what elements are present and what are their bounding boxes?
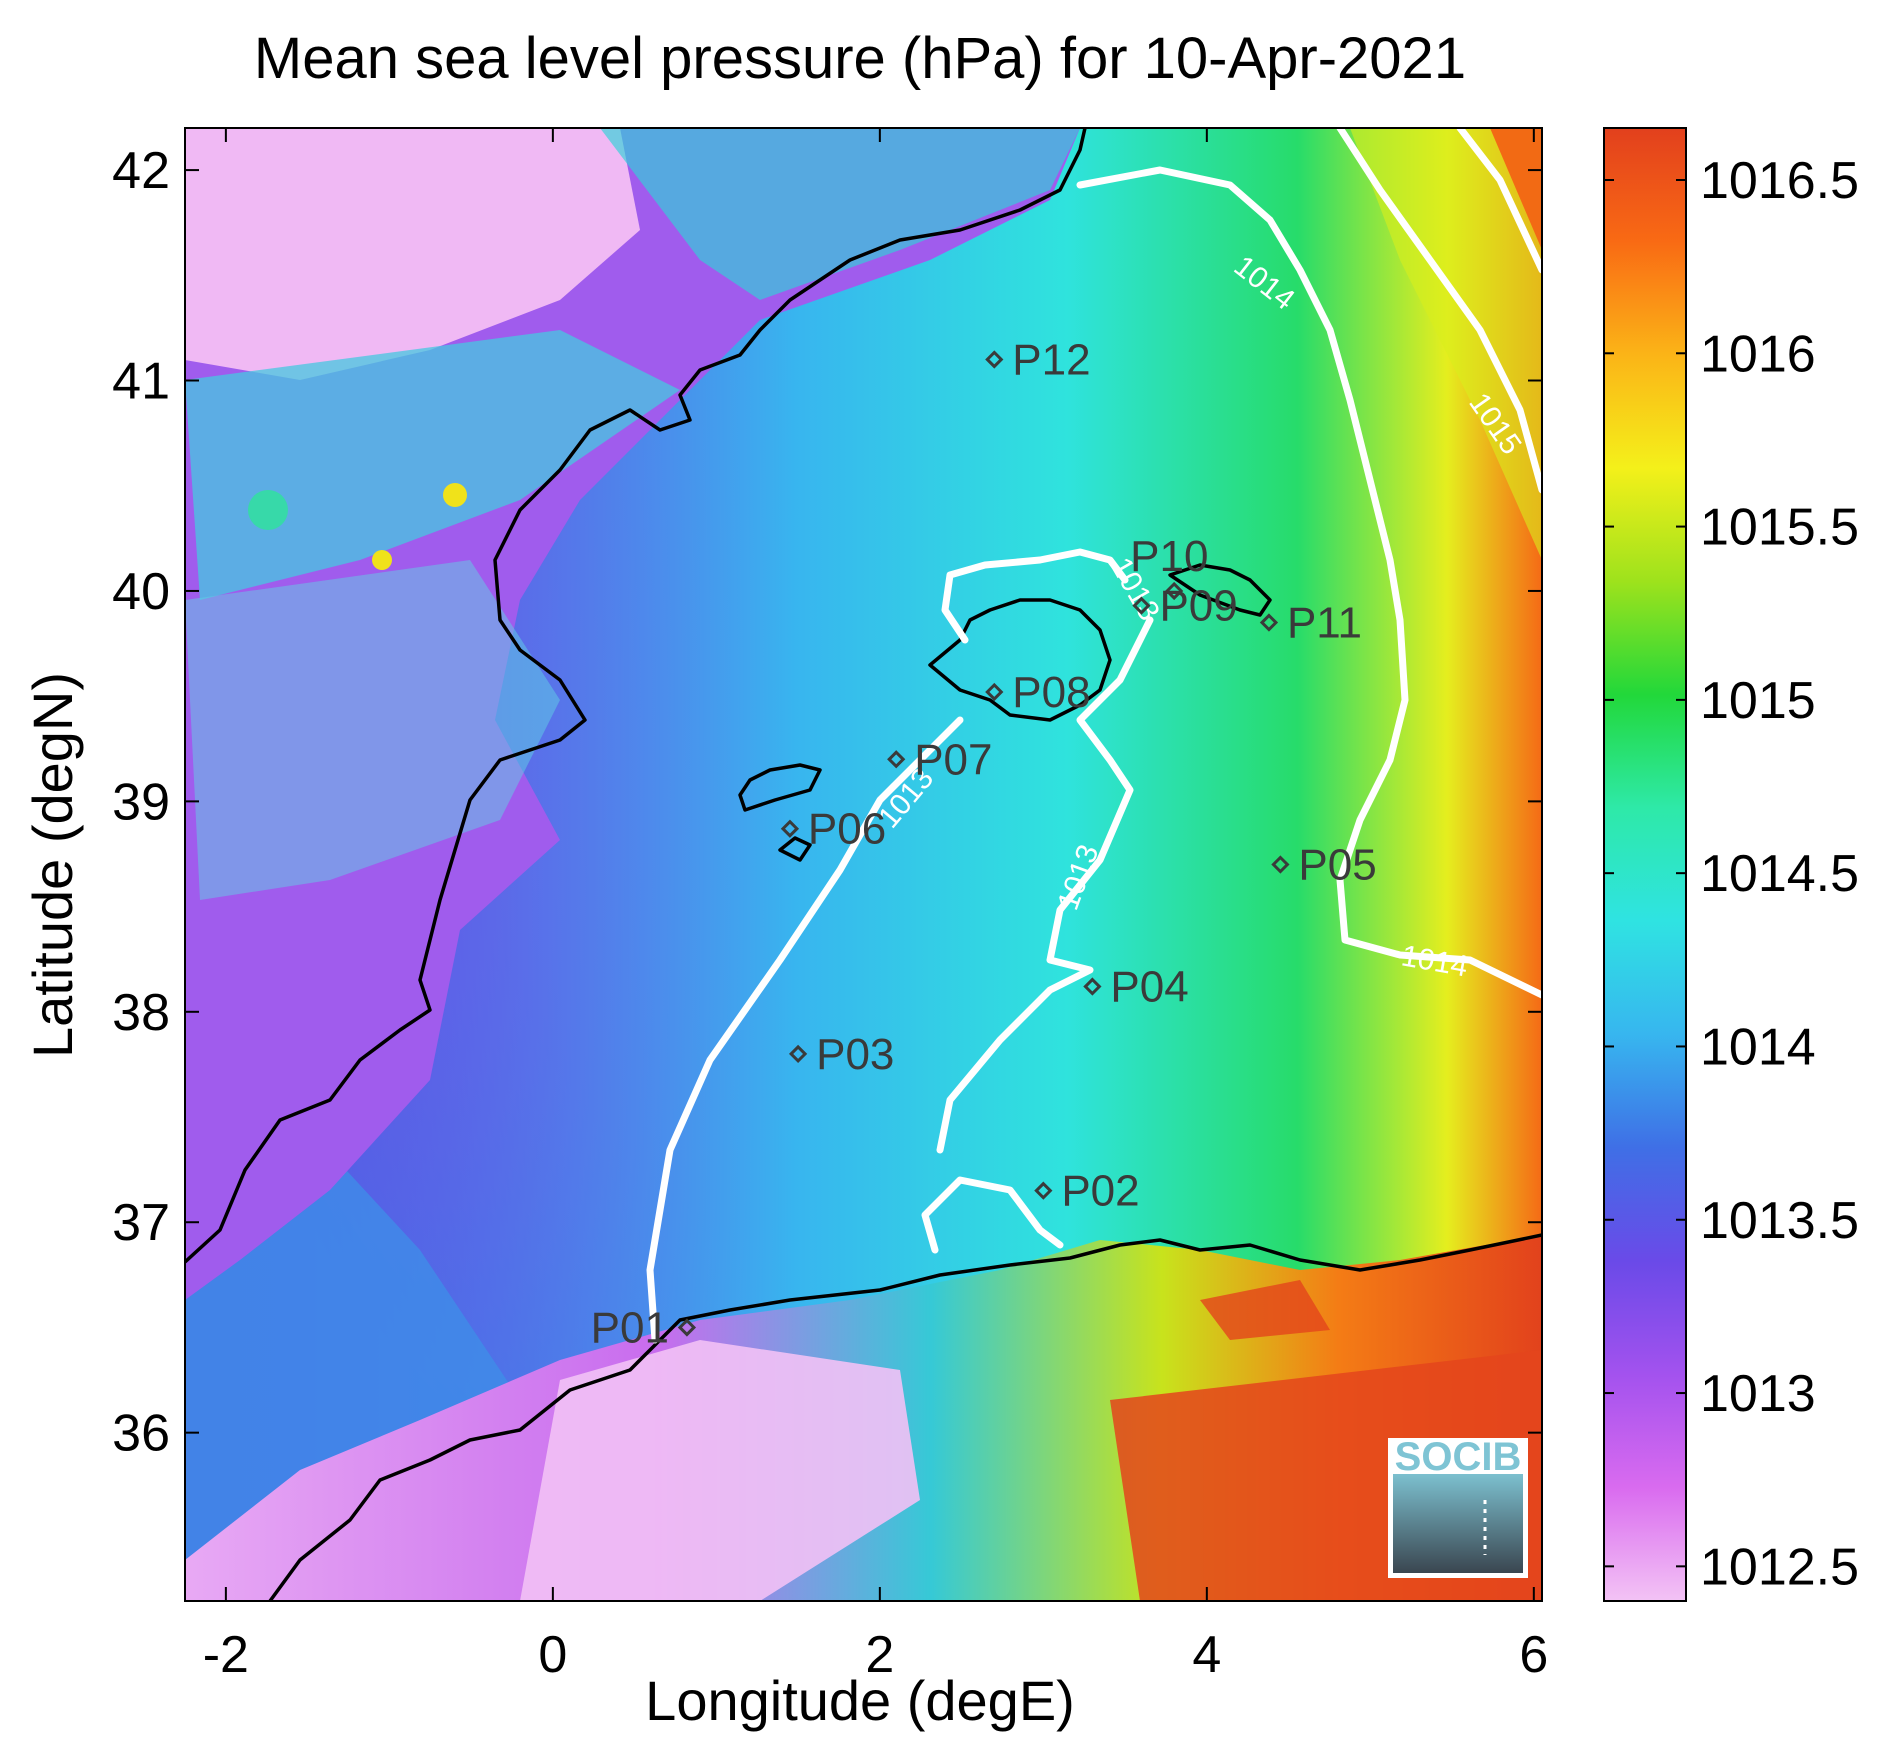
colorbar-tick-label: 1014 — [1700, 1018, 1816, 1076]
iberia-mountain-band — [185, 330, 680, 600]
africa-coastline — [268, 1233, 1542, 1601]
station-marker — [677, 1318, 697, 1337]
colorbar-tick-label: 1013.5 — [1700, 1192, 1859, 1250]
x-axis-label: Longitude (degE) — [645, 1669, 1075, 1732]
mallorca-coastline — [928, 598, 1112, 722]
station-marker — [1132, 596, 1151, 615]
iberia-coastline — [185, 128, 1087, 1264]
iberia-high-plateau — [185, 128, 640, 380]
y-tick-label: 42 — [112, 142, 170, 200]
formentera-coastline — [778, 836, 812, 862]
isobar-1013-east — [921, 616, 1154, 1254]
isobar-1015 — [1336, 128, 1542, 494]
y-axis-ticks: 36 37 38 39 40 41 42 — [112, 142, 1542, 1463]
colorbar-tick-label: 1016.5 — [1700, 152, 1859, 210]
station-marker — [788, 1044, 808, 1064]
station-label: P07 — [914, 735, 992, 784]
hotspot-1 — [443, 483, 467, 507]
hotspot-2 — [372, 550, 392, 570]
coastlines — [185, 128, 1542, 1601]
plot-frame — [184, 127, 1543, 1602]
station-marker — [1034, 1181, 1053, 1200]
northeast-peak — [1490, 128, 1542, 250]
station-marker — [1165, 581, 1184, 601]
y-tick-label: 40 — [112, 563, 170, 621]
colorbar-tick-label: 1012.5 — [1700, 1538, 1859, 1596]
x-tick-label: 0 — [538, 1626, 567, 1684]
x-axis-ticks: -2 0 2 4 6 — [203, 128, 1548, 1684]
y-tick-label: 41 — [112, 353, 170, 411]
northeast-high — [1350, 128, 1542, 560]
hotspot-3 — [248, 490, 288, 530]
isobar-1013-loop — [941, 548, 1129, 644]
socib-logo: SOCIB — [1388, 1435, 1528, 1578]
y-tick-label: 38 — [112, 984, 170, 1042]
station-label: P03 — [816, 1030, 894, 1079]
colorbar — [1604, 128, 1686, 1601]
colorbar-tick-label: 1015 — [1700, 672, 1816, 730]
isobar-1014-east — [1076, 166, 1542, 999]
station-marker — [780, 819, 800, 838]
colorbar-ticks: 1012.5 1013 1013.5 1014 1014.5 1015 1015.5 1016… — [1604, 152, 1859, 1596]
x-tick-label: 2 — [865, 1626, 894, 1684]
station-label: P02 — [1061, 1167, 1139, 1216]
logo-waves — [1393, 1474, 1523, 1573]
station-label: P01 — [591, 1303, 669, 1352]
x-tick-label: 6 — [1519, 1626, 1548, 1684]
chart-title: Mean sea level pressure (hPa) for 10-Apr… — [254, 26, 1466, 91]
station-marker — [887, 750, 906, 769]
colorbar-tick-label: 1014.5 — [1700, 845, 1859, 903]
station-label: P11 — [1287, 599, 1362, 648]
x-tick-label: -2 — [203, 1626, 249, 1684]
station-marker — [1271, 855, 1290, 874]
isobar-1013-west — [646, 716, 964, 1344]
station-label: P04 — [1110, 963, 1188, 1012]
y-tick-label: 36 — [112, 1405, 170, 1463]
y-tick-label: 37 — [112, 1194, 170, 1252]
menorca-coastline — [1168, 563, 1272, 617]
isobars — [646, 128, 1542, 1344]
station-marker — [985, 350, 1004, 369]
colorbar-tick-label: 1013 — [1700, 1365, 1816, 1423]
africa-low-area — [520, 1340, 920, 1601]
y-axis-label: Latitude (degN) — [21, 672, 84, 1058]
station-label: P06 — [808, 805, 886, 854]
logo-text: SOCIB — [1395, 1435, 1522, 1479]
station-label: P05 — [1298, 841, 1376, 890]
ibiza-coastline — [738, 763, 822, 812]
y-tick-label: 39 — [112, 773, 170, 831]
x-tick-label: 4 — [1192, 1626, 1221, 1684]
colorbar-tick-label: 1015.5 — [1700, 499, 1859, 557]
colorbar-frame — [1603, 127, 1687, 1602]
station-label: P12 — [1012, 335, 1090, 384]
africa-high-spot — [1200, 1280, 1330, 1340]
station-label: P08 — [1012, 668, 1090, 717]
colorbar-tick-label: 1016 — [1700, 325, 1816, 383]
station-label: P10 — [1130, 532, 1208, 581]
station-marker — [1259, 613, 1279, 632]
station-marker — [1083, 977, 1102, 996]
isobar-1015-top — [1456, 128, 1542, 274]
pressure-field — [185, 128, 1542, 1601]
pyrenees-band — [600, 128, 1080, 300]
station-marker — [985, 682, 1004, 702]
station-label: P09 — [1159, 582, 1237, 631]
